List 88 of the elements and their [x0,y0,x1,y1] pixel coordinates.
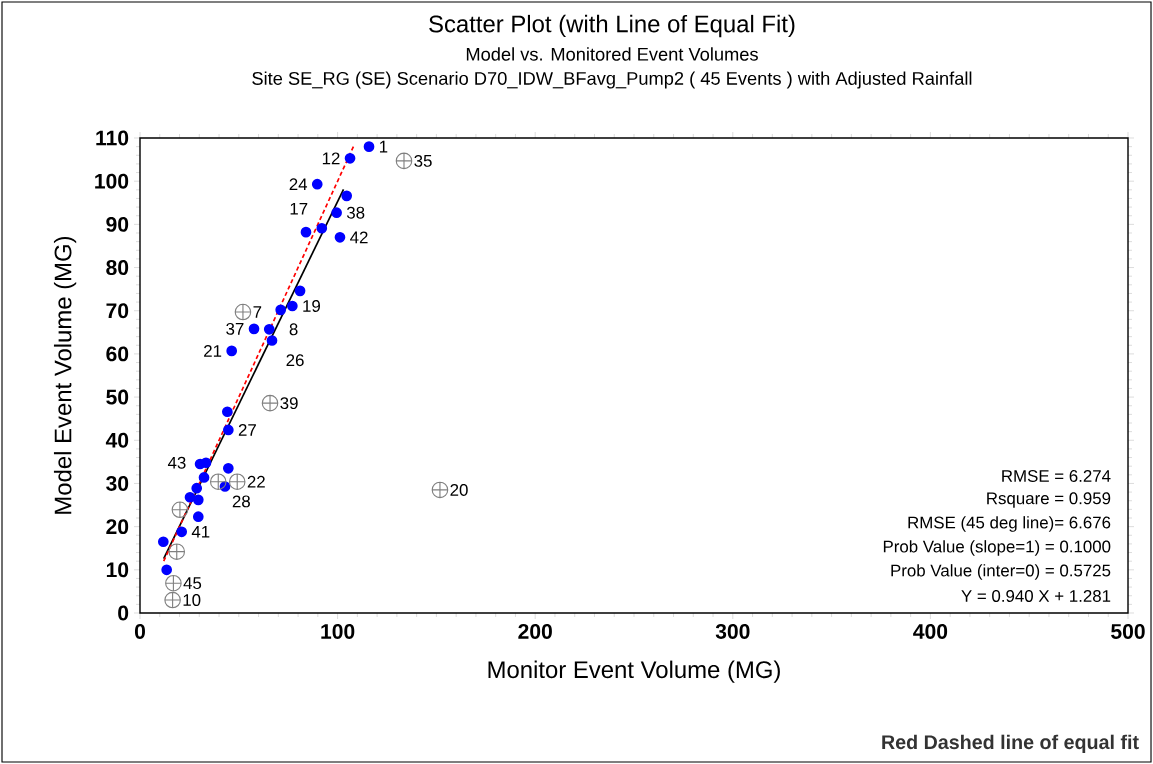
annotation: 22 [247,475,265,488]
chart-subtitle: Model vs. Monitored Event Volumes [466,47,758,61]
y-tick-label: 10 [106,562,129,578]
annotation: 7 [253,306,262,318]
y-tick-label: 40 [105,432,129,448]
point [263,323,275,335]
point [209,473,227,491]
point [287,300,298,312]
point [311,178,323,190]
annotation: Y = 0.940 X + 1.281 [961,590,1111,602]
y-axis-title: Model Event Volume (MG) [53,236,77,514]
point [300,226,312,238]
annotation: RMSE (45 deg line)= 6.676 [908,516,1111,532]
point [316,222,328,234]
annotation: RMSE = 6.274 [1002,470,1111,482]
point [275,304,287,316]
point [341,190,353,202]
point [226,345,238,357]
y-tick-label: 70 [106,303,129,319]
annotation: 17 [290,202,308,215]
point [261,394,279,412]
point [165,574,182,592]
y-tick-label: 80 [106,260,129,275]
point [198,472,210,483]
annotation: 35 [414,154,432,167]
point [192,494,204,506]
annotation: 37 [226,322,244,335]
annotation: 27 [238,424,256,436]
y-tick-label: 60 [106,346,129,362]
point [157,536,169,548]
y-tick-label: 30 [106,475,129,491]
annotation: 8 [289,323,298,336]
text: Site SE_RG (SE) Scenario D70_IDW_BFavg_Pump2 ( 45 Events ) with Adjusted Rainfall [252,71,972,89]
point [248,323,260,335]
point [431,481,449,499]
x-tick-label: 500 [1111,623,1145,639]
x-axis-title: Monitor Event Volume (MG) [488,660,780,683]
point [221,406,233,418]
point [331,207,342,219]
point [395,152,413,170]
annotation: 19 [303,300,320,312]
annotation: 12 [322,152,340,165]
annotation: 38 [346,206,365,219]
annotation: 42 [350,231,368,244]
annotation: 39 [280,397,298,410]
annotation: 43 [167,456,186,469]
y-tick-label: 90 [106,216,129,232]
point [164,591,181,609]
y-tick-label: 110 [96,130,129,146]
point [234,303,252,321]
point [363,141,375,152]
annotation: 28 [232,495,250,508]
point [222,424,234,436]
y-tick-label: 20 [106,519,129,535]
point [184,491,196,503]
annotation: Prob Value (inter=0) = 0.5725 [891,564,1111,580]
annotation: 20 [450,483,468,496]
annotation: 1 [379,140,388,153]
annotation: 26 [286,354,304,367]
point [344,152,356,164]
annotation: 10 [183,594,201,607]
annotation: 45 [183,577,202,590]
annotation: 21 [204,345,222,357]
point [168,543,186,560]
point [192,511,204,523]
point [334,231,346,243]
point [171,501,189,519]
annotation: Prob Value (slope=1) = 0.1000 [883,540,1111,556]
y-tick-label: 100 [95,173,129,189]
point [266,335,278,346]
x-tick-label: 300 [715,623,750,639]
annotation: 41 [191,526,210,538]
x-tick-label: 100 [321,623,355,639]
y-tick-label: 50 [106,389,129,405]
text: Red Dashed line of equal fit [882,734,1139,754]
point [161,564,173,576]
annotation: Rsquare = 0.959 [987,492,1111,508]
annotation: 24 [289,178,308,191]
point [294,285,306,297]
point [222,462,234,474]
point [228,473,246,491]
point [191,482,203,494]
chart-title: Scatter Plot (with Line of Equal Fit) [429,14,795,38]
x-tick-label: 400 [913,623,948,639]
y-tick-label: 0 [118,605,129,621]
point [176,526,188,538]
x-tick-label: 200 [518,623,552,639]
x-tick-label: 0 [134,623,145,639]
